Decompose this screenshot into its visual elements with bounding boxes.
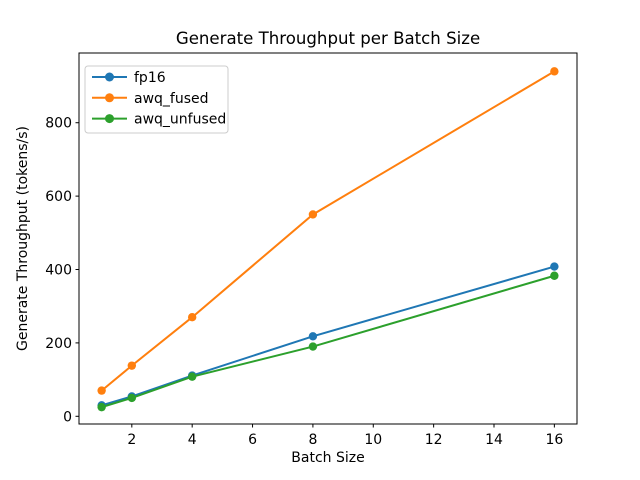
x-tick-label: 14 (485, 432, 503, 448)
series-marker-fp16 (308, 332, 318, 341)
legend-label-awq_fused: awq_fused (134, 91, 209, 107)
series-fp16 (97, 262, 559, 410)
x-tick-label: 16 (545, 432, 563, 448)
series-marker-awq_fused (97, 386, 106, 395)
plot-frame (78, 52, 578, 425)
series-marker-awq_unfused (97, 402, 106, 412)
legend: fp16 awq_fused awq_unfused (84, 65, 229, 134)
legend-marker-awq_fused (105, 93, 114, 103)
series-awq_unfused (97, 271, 559, 412)
series-marker-awq_unfused (187, 372, 197, 381)
x-tick-label: 10 (364, 432, 382, 448)
legend-label-awq_unfused: awq_unfused (134, 112, 226, 128)
x-axis-label: Batch Size (291, 450, 364, 466)
x-axis: 2 4 6 8 10 12 14 16 (127, 424, 563, 448)
series-marker-fp16 (550, 262, 559, 271)
series-marker-awq_fused (550, 67, 559, 76)
x-tick-label: 8 (308, 432, 317, 448)
series-marker-awq_unfused (308, 342, 318, 351)
x-tick-label: 2 (127, 432, 136, 448)
x-tick-label: 6 (248, 432, 257, 448)
chart-title: Generate Throughput per Batch Size (176, 29, 480, 48)
legend-marker-awq_unfused (105, 114, 114, 124)
series-marker-awq_fused (308, 210, 318, 219)
series-marker-awq_unfused (550, 271, 559, 280)
series-line-awq_unfused (100, 274, 556, 409)
y-tick-label: 0 (63, 409, 72, 425)
y-tick-label: 200 (45, 336, 72, 352)
series-marker-awq_unfused (127, 393, 137, 403)
y-axis-label: Generate Throughput (tokens/s) (15, 126, 31, 351)
x-tick-label: 4 (188, 432, 197, 448)
y-tick-label: 400 (45, 263, 72, 279)
legend-label-fp16: fp16 (134, 70, 166, 86)
x-tick-label: 12 (425, 432, 443, 448)
y-tick-label: 800 (45, 116, 72, 132)
y-axis: 0 200 400 600 800 (45, 116, 79, 425)
legend-box (84, 65, 229, 134)
legend-marker-fp16 (105, 72, 114, 82)
y-tick-label: 600 (45, 189, 72, 205)
series-marker-awq_fused (187, 313, 197, 322)
series-marker-awq_fused (127, 361, 137, 370)
series-awq_fused (97, 67, 559, 395)
